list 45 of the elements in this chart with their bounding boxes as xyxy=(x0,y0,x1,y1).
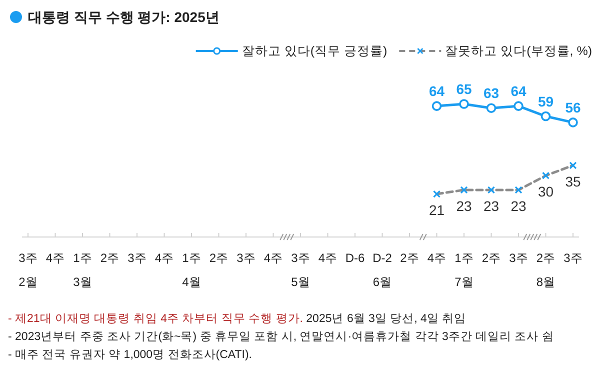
data-label: 21 xyxy=(428,202,445,218)
x-tick-label: 4주 xyxy=(46,251,65,265)
text: - 제21대 이재명 대통령 취임 4주 차부터 직무 수행 평가. 2025년 6월 3일 당선, 4일 취임 xyxy=(8,313,466,325)
x-tick-label: 3주 xyxy=(509,251,528,265)
point xyxy=(459,99,469,109)
x-tick-label: 4주 xyxy=(154,251,174,265)
text: - 2023년부터 주중 조사 기간(화~목) 중 휴무일 포함 시, 연말연시·여름휴가철 각각 3주간 데일리 조사 쉼 xyxy=(8,331,554,343)
x-tick-label: 3주 2월 xyxy=(18,251,38,289)
data-label: 35 xyxy=(565,173,581,190)
x-tick-label: D-6 xyxy=(345,251,365,265)
data-label: 56 xyxy=(565,99,581,116)
point xyxy=(568,118,578,128)
data-label: 63 xyxy=(483,85,500,102)
legend-label: 잘하고 있다(직무 긍정률) xyxy=(242,44,388,58)
x-tick-label: 2주 xyxy=(400,251,419,265)
data-label: 23 xyxy=(483,198,500,214)
x-tick-label: 3주 5월 xyxy=(291,251,310,289)
data-label: 30 xyxy=(538,184,554,200)
legend-label: 잘못하고 있다(부정률, %) xyxy=(445,44,592,58)
point xyxy=(514,101,524,111)
x-tick-label: 4주 xyxy=(318,251,338,265)
x-tick-label: 1주 3월 xyxy=(73,251,92,289)
x-tick-label: 1주 7월 xyxy=(454,251,474,289)
x-tick-label: 2주 xyxy=(482,251,501,265)
data-label: 64 xyxy=(510,83,526,100)
chart-title: 대통령 직무 수행 평가: 2025년 xyxy=(28,9,220,25)
x-tick-label: 1주 4월 xyxy=(182,251,201,289)
x-tick-label: 3주 xyxy=(128,251,146,265)
data-label: 65 xyxy=(456,81,472,97)
x-tick-label: 2주 xyxy=(209,251,228,265)
x-tick-label: 4주 xyxy=(427,251,446,265)
point xyxy=(540,111,551,122)
x-tick-label: 2주 xyxy=(100,251,120,265)
point xyxy=(432,101,442,111)
text: - 매주 전국 유권자 약 1,000명 전화조사(CATI). xyxy=(8,349,252,361)
x-tick-label: D-2 6월 xyxy=(372,251,392,289)
x-tick-label: 4주 xyxy=(264,251,283,265)
x-tick-label: 2주 8월 xyxy=(536,251,556,289)
point xyxy=(486,103,496,113)
x-tick-label: 3주 xyxy=(236,251,256,265)
data-label: 23 xyxy=(510,198,526,214)
data-label: 23 xyxy=(456,198,472,214)
x-tick-label: 3주 xyxy=(564,251,582,265)
data-label: 64 xyxy=(428,83,445,100)
data-label: 59 xyxy=(538,93,554,110)
